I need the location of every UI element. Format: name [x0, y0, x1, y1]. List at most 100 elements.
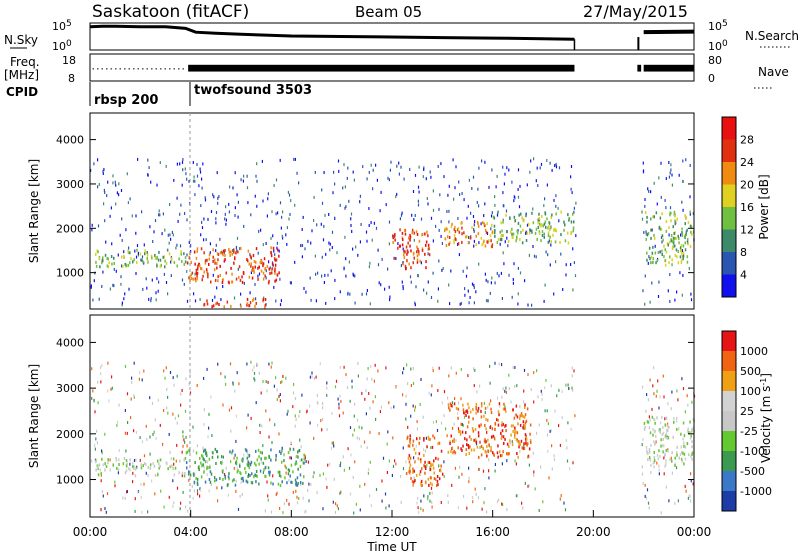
- echo-cell: [268, 456, 271, 459]
- echo-cell: [278, 395, 280, 398]
- echo-cell: [425, 177, 427, 181]
- echo-cell: [416, 254, 419, 258]
- echo-cell: [339, 394, 341, 398]
- echo-cell: [137, 251, 139, 255]
- echo-cell: [408, 466, 411, 470]
- echo-cell: [646, 393, 648, 397]
- cpid-segment-1: rbsp 200: [94, 93, 158, 108]
- echo-cell: [549, 263, 551, 267]
- echo-cell: [501, 423, 503, 427]
- echo-cell: [574, 274, 577, 278]
- echo-cell: [248, 453, 251, 457]
- echo-cell: [298, 497, 300, 500]
- echo-cell: [99, 468, 101, 472]
- ytick-label: 2000: [56, 428, 84, 441]
- echo-cell: [102, 259, 104, 263]
- echo-cell: [200, 488, 202, 492]
- echo-cell: [357, 374, 359, 378]
- echo-cell: [450, 366, 452, 370]
- echo-cell: [555, 162, 557, 166]
- echo-cell: [287, 451, 290, 455]
- echo-cell: [478, 166, 480, 170]
- echo-cell: [183, 458, 185, 462]
- echo-cell: [277, 470, 280, 474]
- echo-cell: [670, 168, 672, 172]
- echo-cell: [647, 261, 649, 265]
- echo-cell: [415, 473, 418, 477]
- echo-cell: [102, 256, 104, 260]
- echo-cell: [249, 254, 252, 258]
- colorbar-tick-label: 4: [740, 269, 747, 282]
- echo-cell: [308, 499, 310, 503]
- echo-cell: [566, 446, 568, 450]
- echo-cell: [526, 407, 529, 411]
- echo-cell: [541, 392, 543, 396]
- echo-cell: [183, 438, 185, 442]
- echo-cell: [412, 382, 415, 385]
- echo-cell: [202, 463, 204, 467]
- echo-cell: [517, 231, 519, 235]
- echo-cell: [211, 298, 214, 302]
- echo-cell: [536, 431, 538, 435]
- echo-cell: [467, 241, 470, 245]
- echo-cell: [392, 464, 395, 468]
- echo-cell: [684, 410, 686, 414]
- echo-cell: [515, 239, 517, 243]
- echo-cell: [230, 266, 232, 270]
- colorbar-swatch: [722, 184, 736, 207]
- echo-cell: [143, 454, 146, 458]
- echo-cell: [267, 494, 269, 498]
- echo-cell: [118, 458, 120, 462]
- echo-cell: [451, 447, 453, 450]
- echo-cell: [537, 221, 539, 225]
- echo-cell: [649, 378, 651, 382]
- echo-cell: [661, 249, 663, 253]
- echo-cell: [319, 362, 321, 366]
- echo-cell: [204, 198, 207, 202]
- echo-cell: [658, 176, 660, 180]
- echo-cell: [526, 443, 528, 447]
- echo-cell: [198, 184, 200, 188]
- echo-cell: [203, 303, 205, 307]
- echo-cell: [213, 476, 216, 479]
- echo-cell: [206, 467, 208, 471]
- echo-cell: [418, 239, 421, 243]
- frequency-panel: Freq. [MHz] 18 8 80 0 Nave: [4, 53, 789, 89]
- echo-cell: [648, 448, 651, 452]
- echo-cell: [682, 257, 684, 261]
- echo-cell: [498, 413, 500, 417]
- echo-cell: [388, 178, 390, 182]
- echo-cell: [145, 471, 147, 475]
- echo-cell: [543, 232, 545, 236]
- echo-cell: [276, 398, 278, 401]
- echo-cell: [157, 289, 159, 293]
- echo-cell: [406, 249, 409, 253]
- echo-cell: [671, 390, 673, 394]
- echo-cell: [653, 440, 655, 444]
- echo-cell: [665, 206, 667, 210]
- echo-cell: [229, 254, 231, 257]
- echo-cell: [410, 266, 412, 270]
- echo-cell: [348, 466, 351, 470]
- echo-cell: [296, 501, 299, 505]
- echo-cell: [416, 420, 418, 424]
- echo-cell: [550, 384, 552, 388]
- echo-cell: [275, 212, 277, 216]
- echo-cell: [127, 263, 130, 267]
- echo-cell: [270, 268, 273, 271]
- echo-cell: [652, 257, 655, 261]
- echo-cell: [274, 258, 277, 262]
- echo-cell: [517, 188, 519, 191]
- echo-cell: [153, 464, 156, 468]
- echo-cell: [541, 230, 544, 234]
- echo-cell: [504, 424, 506, 428]
- echo-cell: [372, 168, 374, 172]
- echo-cell: [526, 231, 528, 235]
- echo-cell: [171, 230, 173, 234]
- echo-cell: [522, 426, 524, 430]
- echo-cell: [420, 507, 422, 511]
- echo-cell: [476, 390, 478, 394]
- echo-cell: [222, 278, 224, 282]
- echo-cell: [502, 251, 504, 255]
- echo-cell: [651, 407, 653, 411]
